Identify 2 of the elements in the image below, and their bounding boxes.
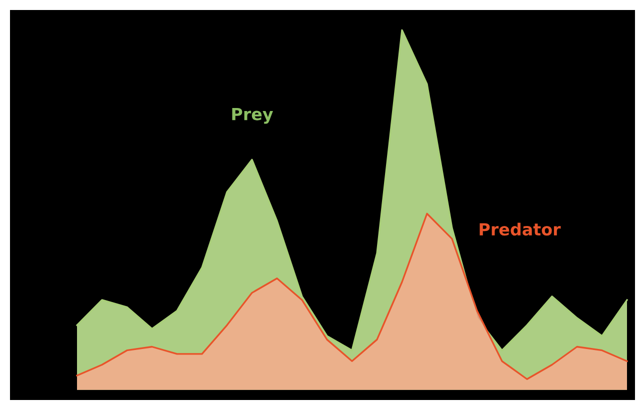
- text: Prey: [232, 108, 273, 124]
- series-label: Predator: [480, 222, 561, 236]
